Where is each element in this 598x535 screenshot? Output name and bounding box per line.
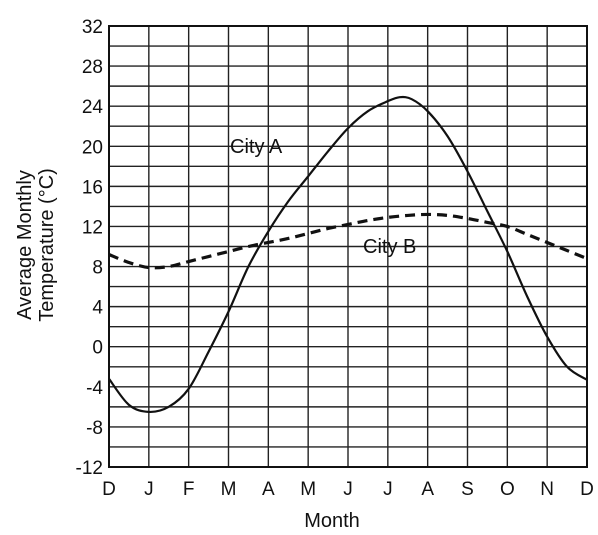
annotation-city-b: City B [363,236,416,258]
x-tick-label: J [383,479,393,500]
y-tick-label: -8 [86,418,103,439]
x-tick-label: D [580,479,594,500]
y-tick-label: 4 [92,298,103,319]
series-line-city-b [108,212,588,270]
y-tick-label: -4 [86,378,103,399]
plot-frame [108,25,588,468]
x-tick-label: S [461,479,474,500]
x-tick-label: A [262,479,275,500]
x-tick-label: J [343,479,353,500]
y-axis-title-line-2: Temperature (°C) [36,168,58,322]
y-tick-label: 16 [82,177,103,198]
y-tick-labels: 32 28 24 20 16 12 8 4 0 -4 -8 -12 [76,17,104,479]
x-tick-label: A [421,479,434,500]
annotation-city-a: City A [230,136,283,158]
y-axis-title: Average Monthly Temperature (°C) [14,168,58,322]
chart-grid [108,25,588,468]
x-tick-label: D [102,479,116,500]
series-line-city-a [108,95,588,414]
x-tick-label: F [183,479,195,500]
x-tick-label: J [144,479,154,500]
y-tick-label: 24 [82,97,104,118]
x-tick-label: M [300,479,316,500]
x-tick-label: N [540,479,554,500]
x-tick-label: M [221,479,237,500]
x-axis-title: Month [304,510,360,532]
y-tick-label: 0 [92,338,103,359]
y-tick-label: 8 [92,258,103,279]
y-tick-label: -12 [76,458,103,479]
chart-series [108,95,588,414]
y-tick-label: 28 [82,57,103,78]
y-tick-label: 12 [82,217,103,238]
x-tick-label: O [500,479,515,500]
y-tick-label: 20 [82,137,103,158]
y-axis-title-line-1: Average Monthly [14,170,36,320]
y-tick-label: 32 [82,17,103,38]
